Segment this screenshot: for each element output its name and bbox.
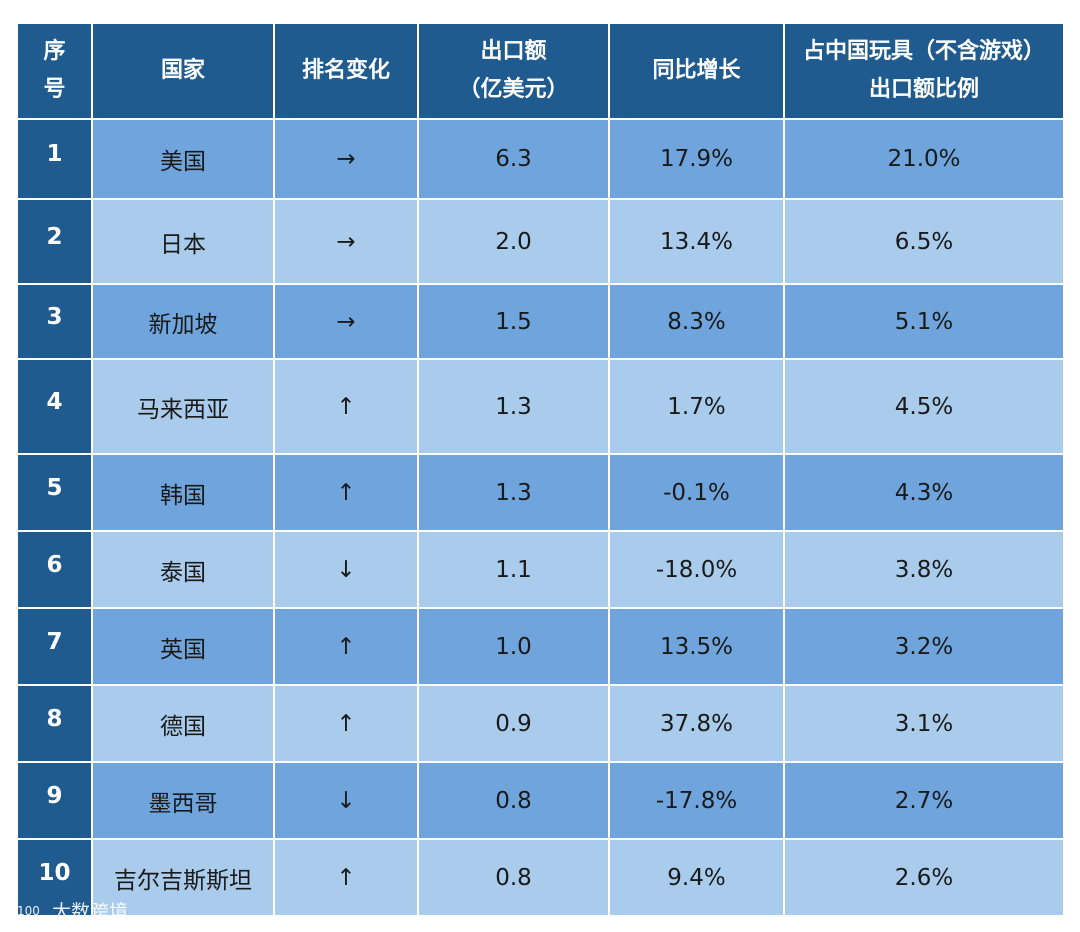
country-cell: 马来西亚	[91, 358, 275, 455]
rank-change-cell: ↑	[273, 684, 419, 763]
growth-cell: -18.0%	[608, 530, 785, 609]
watermark-logo-icon: 100	[8, 900, 46, 922]
export-cell: 0.8	[417, 838, 610, 917]
export-cell: 0.8	[417, 761, 610, 840]
export-cell: 1.3	[417, 358, 610, 455]
growth-cell: 1.7%	[608, 358, 785, 455]
row-index: 10	[16, 838, 93, 917]
export-cell: 1.1	[417, 530, 610, 609]
country-cell: 韩国	[91, 453, 275, 532]
rank-change-cell: →	[273, 118, 419, 200]
growth-cell: 37.8%	[608, 684, 785, 763]
country-cell: 德国	[91, 684, 275, 763]
share-cell: 21.0%	[783, 118, 1065, 200]
country-cell: 美国	[91, 118, 275, 200]
rank-change-cell: ↑	[273, 607, 419, 686]
growth-cell: -17.8%	[608, 761, 785, 840]
header-index: 序号	[16, 22, 93, 120]
table-row: 7 英国 ↑ 1.0 13.5% 3.2%	[16, 607, 1065, 686]
header-country: 国家	[91, 22, 275, 120]
export-cell: 1.3	[417, 453, 610, 532]
row-index: 3	[16, 283, 93, 360]
row-index: 5	[16, 453, 93, 532]
header-growth: 同比增长	[608, 22, 785, 120]
table-row: 9 墨西哥 ↓ 0.8 -17.8% 2.7%	[16, 761, 1065, 840]
share-cell: 4.3%	[783, 453, 1065, 532]
row-index: 1	[16, 118, 93, 200]
country-cell: 吉尔吉斯斯坦	[91, 838, 275, 917]
svg-text:100: 100	[17, 904, 40, 918]
share-cell: 4.5%	[783, 358, 1065, 455]
watermark-text: 大数跨境	[52, 901, 129, 923]
export-cell: 6.3	[417, 118, 610, 200]
country-cell: 墨西哥	[91, 761, 275, 840]
row-index: 7	[16, 607, 93, 686]
table-row: 6 泰国 ↓ 1.1 -18.0% 3.8%	[16, 530, 1065, 609]
table-row: 2 日本 → 2.0 13.4% 6.5%	[16, 198, 1065, 285]
growth-cell: 13.4%	[608, 198, 785, 285]
table-row: 4 马来西亚 ↑ 1.3 1.7% 4.5%	[16, 358, 1065, 455]
growth-cell: 17.9%	[608, 118, 785, 200]
header-rank-change: 排名变化	[273, 22, 419, 120]
table-row: 1 美国 → 6.3 17.9% 21.0%	[16, 118, 1065, 200]
table-header-row: 序号 国家 排名变化 出口额 （亿美元） 同比增长 占中国玩具（不含游戏） 出口额比…	[16, 22, 1065, 120]
country-cell: 泰国	[91, 530, 275, 609]
rank-change-cell: ↑	[273, 838, 419, 917]
export-ranking-table: 序号 国家 排名变化 出口额 （亿美元） 同比增长 占中国玩具（不含游戏） 出口额比…	[16, 22, 1065, 917]
export-cell: 1.0	[417, 607, 610, 686]
country-cell: 英国	[91, 607, 275, 686]
rank-change-cell: →	[273, 198, 419, 285]
row-index: 8	[16, 684, 93, 763]
growth-cell: -0.1%	[608, 453, 785, 532]
row-index: 6	[16, 530, 93, 609]
row-index: 4	[16, 358, 93, 455]
export-cell: 0.9	[417, 684, 610, 763]
header-share: 占中国玩具（不含游戏） 出口额比例	[783, 22, 1065, 120]
table-row: 5 韩国 ↑ 1.3 -0.1% 4.3%	[16, 453, 1065, 532]
share-cell: 5.1%	[783, 283, 1065, 360]
growth-cell: 8.3%	[608, 283, 785, 360]
share-cell: 6.5%	[783, 198, 1065, 285]
table-row: 3 新加坡 → 1.5 8.3% 5.1%	[16, 283, 1065, 360]
rank-change-cell: →	[273, 283, 419, 360]
rank-change-cell: ↑	[273, 358, 419, 455]
share-cell: 2.7%	[783, 761, 1065, 840]
growth-cell: 13.5%	[608, 607, 785, 686]
watermark: 100 大数跨境	[8, 897, 128, 924]
share-cell: 3.2%	[783, 607, 1065, 686]
rank-change-cell: ↓	[273, 761, 419, 840]
export-cell: 1.5	[417, 283, 610, 360]
header-export: 出口额 （亿美元）	[417, 22, 610, 120]
country-cell: 新加坡	[91, 283, 275, 360]
rank-change-cell: ↑	[273, 453, 419, 532]
table-row: 8 德国 ↑ 0.9 37.8% 3.1%	[16, 684, 1065, 763]
table-row: 10 吉尔吉斯斯坦 ↑ 0.8 9.4% 2.6%	[16, 838, 1065, 917]
row-index: 2	[16, 198, 93, 285]
country-cell: 日本	[91, 198, 275, 285]
share-cell: 2.6%	[783, 838, 1065, 917]
growth-cell: 9.4%	[608, 838, 785, 917]
row-index: 9	[16, 761, 93, 840]
share-cell: 3.8%	[783, 530, 1065, 609]
share-cell: 3.1%	[783, 684, 1065, 763]
export-cell: 2.0	[417, 198, 610, 285]
rank-change-cell: ↓	[273, 530, 419, 609]
